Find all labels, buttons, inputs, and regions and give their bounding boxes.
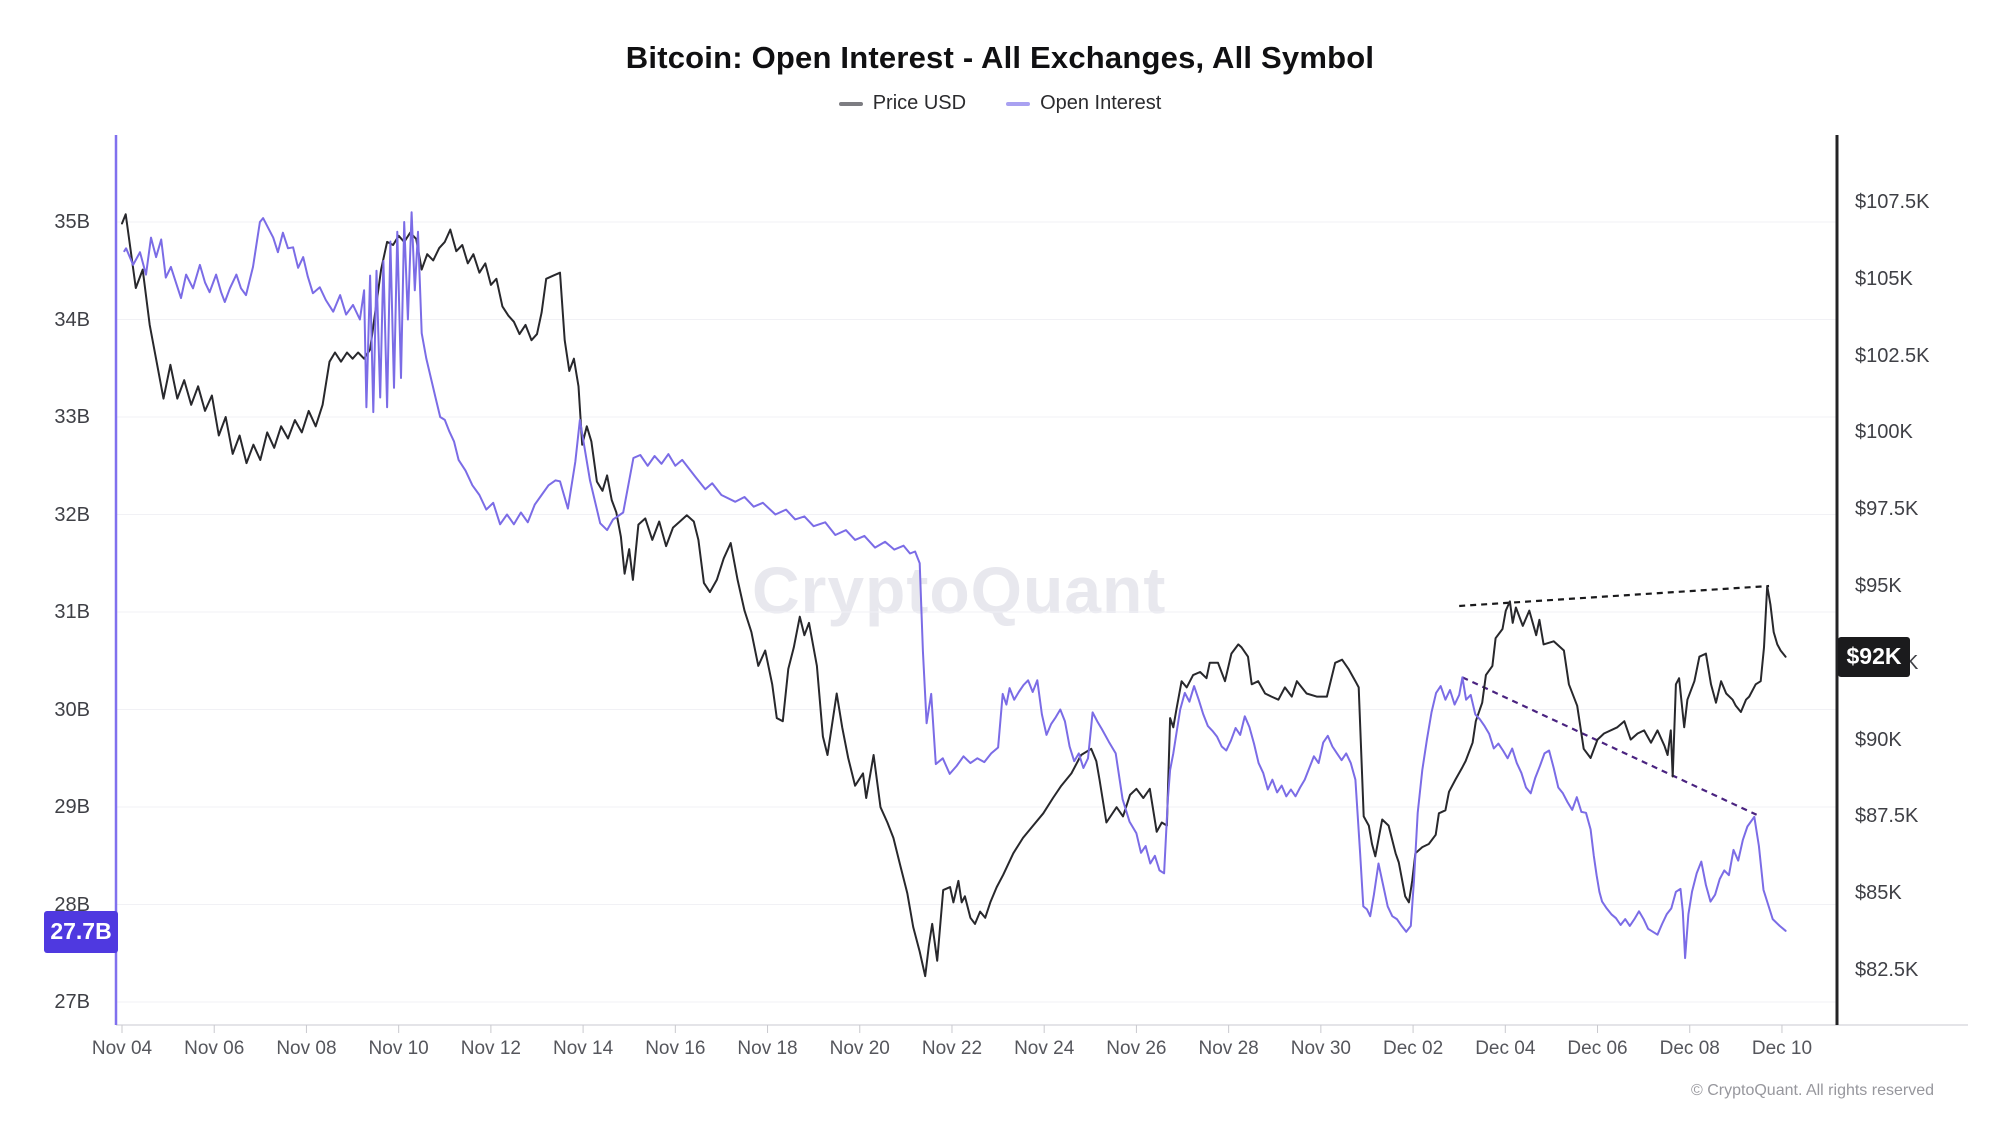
y-right-tick-label: $107.5K bbox=[1855, 191, 1930, 213]
x-tick-label: Nov 08 bbox=[276, 1038, 337, 1059]
x-tick-label: Nov 18 bbox=[737, 1038, 798, 1059]
x-tick-label: Nov 14 bbox=[552, 1038, 614, 1059]
latest-price-value: $92K bbox=[1846, 643, 1902, 670]
x-tick-label: Nov 26 bbox=[1106, 1038, 1167, 1059]
y-right-tick-label: $97.5K bbox=[1855, 498, 1919, 521]
latest-price-badge: $92K bbox=[1838, 636, 1910, 677]
open-interest-line-swatch bbox=[1006, 101, 1031, 106]
y-right-tick-label: $90K bbox=[1855, 728, 1902, 751]
y-left-tick-label: 34B bbox=[54, 308, 90, 331]
x-tick-label: Nov 04 bbox=[91, 1038, 153, 1059]
x-tick-label: Nov 20 bbox=[829, 1038, 890, 1059]
x-tick-label: Dec 02 bbox=[1382, 1038, 1444, 1059]
x-tick-label: Dec 10 bbox=[1751, 1038, 1813, 1059]
latest-open-interest-badge: 27.7B bbox=[44, 910, 118, 953]
latest-open-interest-value: 27.7B bbox=[50, 918, 112, 945]
legend: Price USD Open Interest bbox=[0, 92, 2000, 115]
x-tick-label: Nov 30 bbox=[1290, 1038, 1351, 1059]
x-tick-label: Dec 04 bbox=[1475, 1038, 1536, 1059]
copyright-notice: © CryptoQuant. All rights reserved bbox=[1691, 1082, 1934, 1099]
y-left-tick-label: 27B bbox=[54, 991, 90, 1013]
price-usd-line-swatch bbox=[838, 101, 863, 106]
y-left-tick-label: 32B bbox=[54, 503, 90, 526]
series-open-interest bbox=[123, 211, 1787, 960]
x-tick-label: Nov 12 bbox=[460, 1038, 521, 1059]
x-tick-label: Nov 24 bbox=[1014, 1038, 1075, 1059]
y-left-tick-label: 29B bbox=[54, 796, 90, 818]
trendline-price-descending-triangle-top bbox=[1459, 584, 1770, 608]
x-tick-label: Nov 28 bbox=[1198, 1038, 1259, 1059]
x-tick-label: Nov 10 bbox=[368, 1038, 429, 1059]
legend-item-price-usd[interactable]: Price USD bbox=[838, 92, 967, 115]
y-right-tick-label: $82.5K bbox=[1855, 959, 1919, 981]
x-tick-label: Nov 16 bbox=[645, 1038, 706, 1059]
y-left-tick-label: 30B bbox=[54, 698, 90, 721]
cryptoquant-watermark: CryptoQuant bbox=[752, 553, 1167, 627]
legend-label-price-usd: Price USD bbox=[872, 92, 967, 114]
y-left-tick-label: 31B bbox=[54, 601, 90, 623]
y-left-tick-label: 35B bbox=[54, 211, 90, 233]
legend-item-open-interest[interactable]: Open Interest bbox=[1006, 92, 1161, 115]
trendline-open-interest-lower-highs bbox=[1461, 676, 1758, 816]
x-tick-label: Nov 06 bbox=[184, 1038, 245, 1059]
y-right-tick-label: $102.5K bbox=[1855, 344, 1930, 367]
x-tick-label: Dec 06 bbox=[1567, 1038, 1628, 1059]
chart-title: Bitcoin: Open Interest - All Exchanges, … bbox=[625, 40, 1375, 75]
legend-label-open-interest: Open Interest bbox=[1040, 92, 1162, 114]
y-left-tick-label: 33B bbox=[54, 406, 90, 428]
y-right-tick-label: $105K bbox=[1855, 267, 1913, 290]
y-right-tick-label: $95K bbox=[1855, 575, 1902, 597]
y-left-tick-label: 28B bbox=[54, 893, 90, 916]
x-tick-label: Dec 08 bbox=[1659, 1038, 1720, 1059]
y-right-tick-label: $85K bbox=[1855, 882, 1902, 905]
y-right-tick-label: $87.5K bbox=[1855, 805, 1919, 828]
series-price-usd bbox=[121, 213, 1787, 978]
y-right-tick-label: $100K bbox=[1855, 421, 1913, 444]
x-tick-label: Nov 22 bbox=[921, 1038, 983, 1059]
